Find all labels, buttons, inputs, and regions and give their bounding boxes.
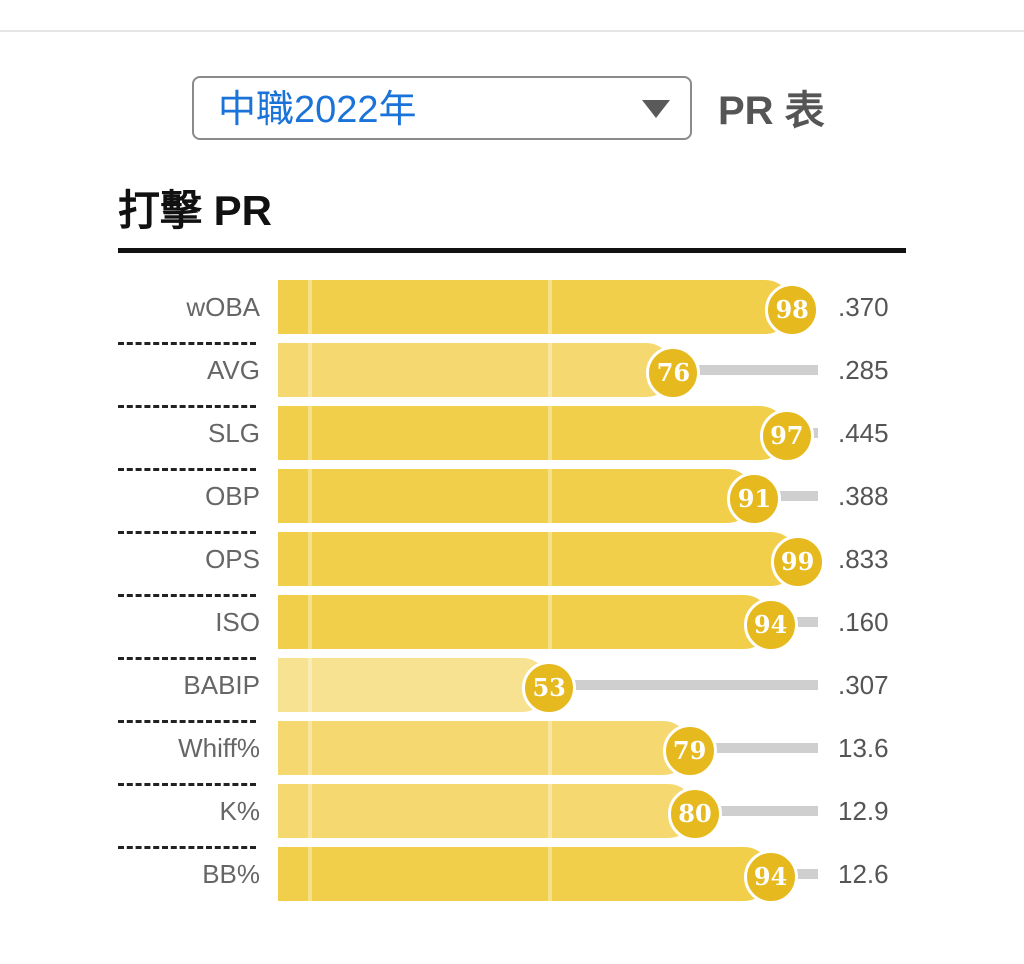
pr-row: BABIP 53 .307 [0, 658, 1024, 723]
pr-bar-gridline [548, 721, 552, 775]
pr-track: 91 [278, 469, 818, 526]
stat-label: AVG [207, 355, 260, 385]
pr-bar-gridline [548, 847, 552, 901]
pr-row: AVG 76 .285 [0, 343, 1024, 408]
row-separator [118, 720, 256, 723]
pr-track: 94 [278, 847, 818, 904]
pr-badge: 76 [646, 346, 701, 400]
pr-track: 80 [278, 784, 818, 841]
row-separator [118, 468, 256, 471]
pr-bar-gridline [308, 721, 312, 775]
pr-bar [278, 406, 787, 460]
pr-bar-gridline [308, 532, 312, 586]
section-divider [118, 248, 906, 253]
stat-label: Whiff% [178, 733, 260, 763]
pr-bar-gridline [548, 595, 552, 649]
pr-badge: 94 [743, 850, 798, 904]
pr-row: ISO 94 .160 [0, 595, 1024, 660]
stat-label: ISO [215, 607, 260, 637]
pr-bar-gridline [548, 469, 552, 523]
pr-bar [278, 595, 771, 649]
stat-value: .285 [838, 355, 889, 385]
pr-badge: 80 [668, 787, 722, 841]
row-separator [118, 846, 256, 849]
stat-label: K% [219, 796, 260, 826]
stat-label: wOBA [186, 292, 260, 322]
pr-badge: 99 [770, 535, 825, 589]
pr-bar-gridline [548, 784, 552, 838]
pr-track: 76 [278, 343, 818, 400]
pr-bar [278, 658, 550, 712]
pr-track: 99 [278, 532, 825, 589]
stat-value: .445 [838, 418, 889, 448]
pr-row: wOBA 98 .370 [0, 280, 1024, 345]
pr-track: 94 [278, 595, 818, 652]
pr-track: 97 [278, 406, 818, 463]
pr-row: OPS 99 .833 [0, 532, 1024, 597]
stat-label: BABIP [183, 670, 260, 700]
top-divider [0, 30, 1024, 32]
pr-bar [278, 847, 771, 901]
row-separator [118, 783, 256, 786]
pr-bar [278, 280, 793, 334]
pr-badge: 98 [765, 283, 820, 337]
pr-badge: 53 [522, 661, 577, 715]
pr-bar-gridline [548, 343, 552, 397]
stat-value: 12.9 [838, 796, 889, 826]
stat-value: .370 [838, 292, 889, 322]
pr-track: 53 [278, 658, 818, 715]
pr-bar-gridline [548, 532, 552, 586]
stat-value: .307 [838, 670, 889, 700]
pr-row: K% 80 12.9 [0, 784, 1024, 849]
pr-bar-gridline [548, 280, 552, 334]
stat-label: OPS [205, 544, 260, 574]
pr-badge: 91 [727, 472, 782, 526]
pr-bar [278, 532, 798, 586]
league-year-select[interactable]: 中職2022年 [192, 76, 692, 140]
pr-row: BB% 94 12.6 [0, 847, 1024, 904]
chevron-down-icon[interactable] [642, 100, 670, 118]
pr-bar-gridline [308, 847, 312, 901]
league-year-select-value: 中職2022年 [218, 89, 417, 131]
pr-bar-gridline [308, 280, 312, 334]
stat-value: .833 [838, 544, 889, 574]
pr-bar [278, 343, 674, 397]
pr-bar-gridline [308, 658, 312, 712]
pr-bar [278, 721, 690, 775]
stat-label: SLG [207, 418, 260, 448]
pr-bar [278, 469, 755, 523]
pr-bar-gridline [308, 595, 312, 649]
pr-bar-gridline [308, 343, 312, 397]
row-separator [118, 342, 256, 345]
stat-value: .388 [838, 481, 889, 511]
section-title: 打擊 PR [118, 187, 273, 234]
stat-label: BB% [202, 859, 260, 889]
pr-row: Whiff% 79 13.6 [0, 721, 1024, 786]
pr-bar-gridline [308, 406, 312, 460]
row-separator [118, 531, 256, 534]
pr-track: 98 [278, 280, 820, 337]
pr-bar-gridline [308, 469, 312, 523]
stat-value: 13.6 [838, 733, 889, 763]
pr-badge: 97 [759, 409, 814, 463]
row-separator [118, 657, 256, 660]
pr-badge: 79 [662, 724, 717, 778]
row-separator [118, 405, 256, 408]
pr-track: 79 [278, 721, 818, 778]
row-separator [118, 594, 256, 597]
pr-row: OBP 91 .388 [0, 469, 1024, 534]
stat-value: 12.6 [838, 859, 889, 889]
pr-table-title: PR 表 [718, 89, 825, 133]
pr-bar [278, 784, 695, 838]
pr-badge: 94 [743, 598, 798, 652]
stat-value: .160 [838, 607, 889, 637]
pr-bar-gridline [308, 784, 312, 838]
pr-row: SLG 97 .445 [0, 406, 1024, 471]
pr-bar-gridline [548, 406, 552, 460]
stat-label: OBP [205, 481, 260, 511]
